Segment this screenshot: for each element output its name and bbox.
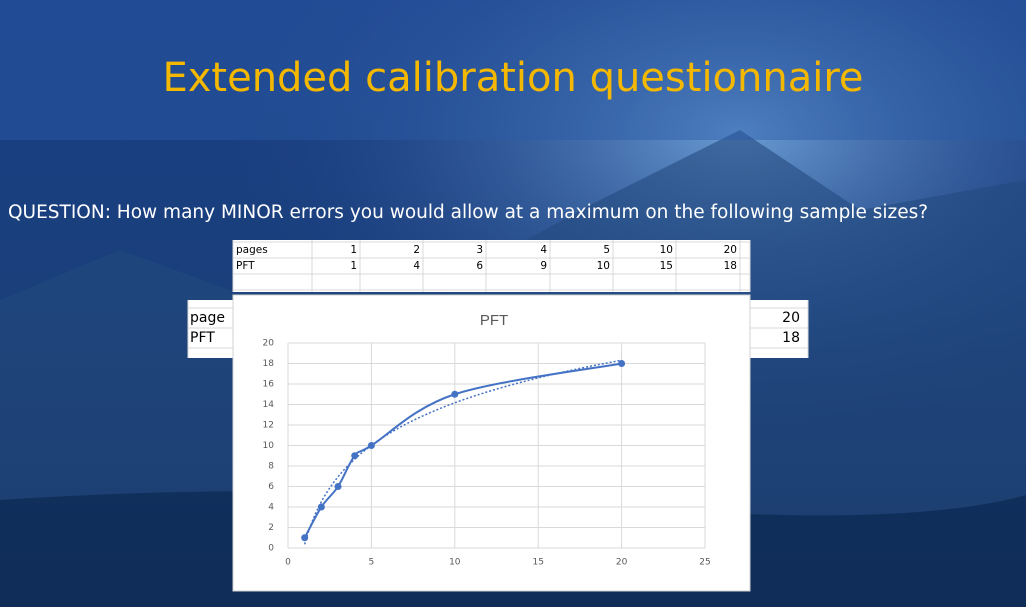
y-tick-label: 8 — [268, 462, 274, 472]
table-cell: pages — [236, 244, 268, 256]
y-tick-label: 2 — [268, 523, 274, 533]
table-cell: PFT — [236, 260, 255, 272]
table-background — [233, 240, 750, 292]
x-tick-label: 0 — [285, 558, 291, 568]
table-cell: 18 — [724, 260, 737, 272]
chart-area — [232, 294, 751, 592]
table-cell: 18 — [782, 330, 800, 346]
table-cell: 20 — [782, 310, 800, 326]
y-tick-label: 12 — [263, 421, 274, 431]
data-point — [367, 442, 375, 449]
trendline — [303, 359, 622, 545]
y-tick-label: 0 — [268, 544, 274, 554]
data-point — [317, 503, 325, 511]
table-cell: 1 — [350, 260, 357, 272]
table-cell: 6 — [476, 260, 483, 272]
data-point — [618, 360, 626, 367]
data-point — [451, 390, 459, 398]
title-band — [0, 0, 1026, 140]
table-cell: page — [190, 310, 225, 326]
table-cell: 4 — [540, 244, 547, 256]
y-tick-label: 18 — [263, 359, 275, 369]
table-cell: 2 — [413, 244, 420, 256]
x-tick-label: 25 — [699, 558, 710, 568]
table-cell: 5 — [603, 244, 610, 256]
data-point — [334, 483, 342, 490]
chart-title: PFT — [480, 312, 508, 329]
chart: PFT 0 2 4 6 8 10 12 14 16 18 20 0 5 10 15 20 25 — [232, 294, 751, 592]
data-point — [351, 452, 359, 460]
x-tick-label: 5 — [369, 558, 375, 568]
slide-title: Extended calibration questionnaire — [162, 55, 863, 101]
table-cell: 20 — [724, 244, 737, 256]
x-tick-label: 15 — [532, 558, 543, 568]
data-point — [301, 534, 309, 542]
y-tick-label: 10 — [263, 441, 275, 451]
table-cell: 15 — [660, 260, 673, 272]
y-tick-label: 4 — [268, 503, 274, 513]
table-cell: 1 — [350, 244, 357, 256]
table-cell: 10 — [660, 244, 673, 256]
table-cell: 10 — [597, 260, 610, 272]
question: QUESTION: How many MINOR errors you woul… — [8, 202, 928, 223]
y-tick-label: 14 — [263, 400, 275, 410]
x-tick-label: 10 — [449, 558, 461, 568]
y-tick-label: 16 — [263, 380, 275, 390]
table-cell: 3 — [476, 244, 483, 256]
y-tick-label: 6 — [268, 482, 274, 492]
x-tick-label: 20 — [616, 558, 628, 568]
table-cell: 4 — [413, 260, 420, 272]
table-cell: PFT — [190, 330, 215, 346]
table-cell: 9 — [540, 260, 547, 272]
data-table: pages 1 2 3 4 5 10 20 PFT 1 4 6 9 10 15 18 — [232, 240, 751, 292]
y-tick-label: 20 — [263, 339, 275, 349]
